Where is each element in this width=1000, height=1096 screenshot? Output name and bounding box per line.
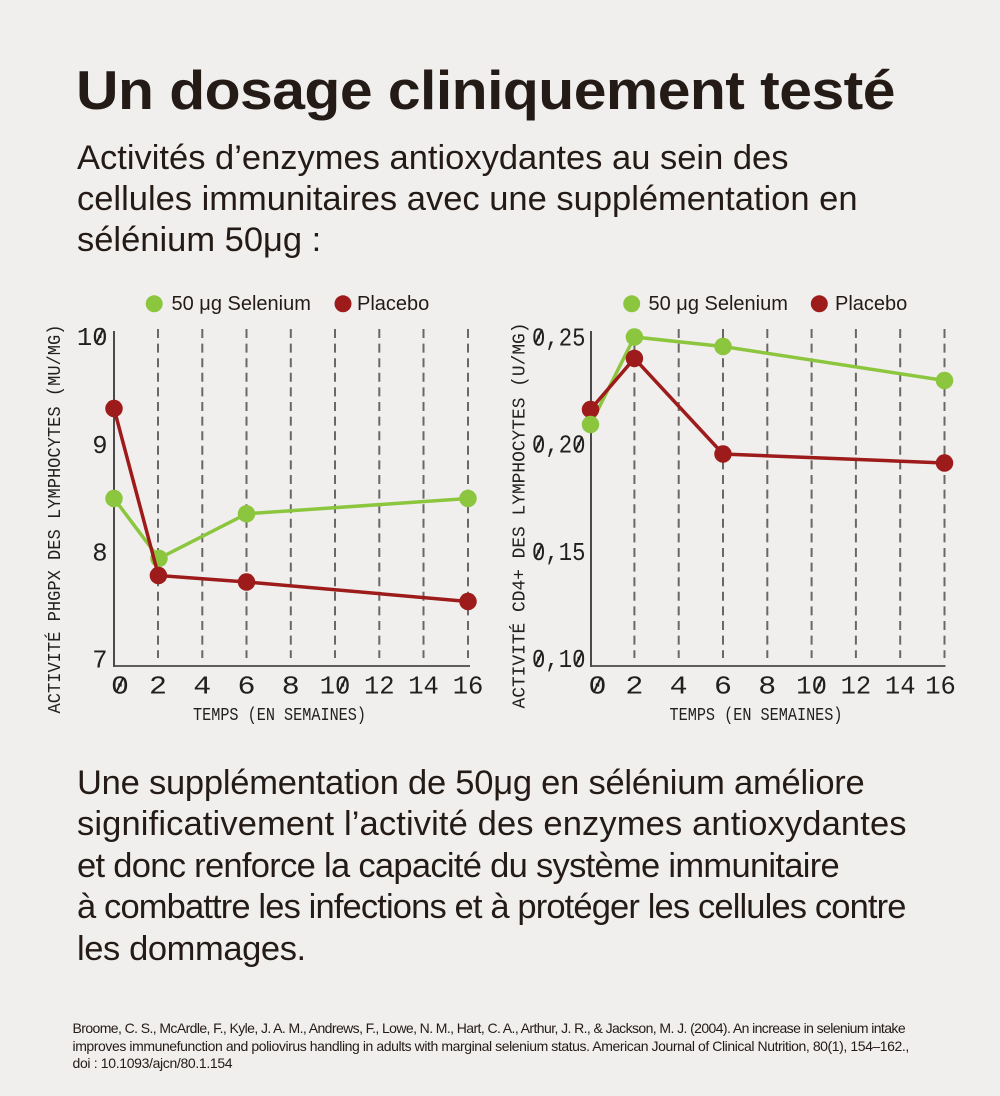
svg-text:0,25: 0,25	[532, 324, 586, 353]
svg-text:12: 12	[841, 672, 872, 701]
svg-text:Placebo: Placebo	[357, 293, 429, 315]
svg-text:50 μg Selenium: 50 μg Selenium	[649, 293, 788, 315]
svg-text:ACTIVITÉ CD4+ DES LYMPHOCYTES: ACTIVITÉ CD4+ DES LYMPHOCYTES (U/MG)	[509, 323, 531, 709]
svg-text:0,10: 0,10	[532, 646, 586, 675]
svg-text:2: 2	[149, 672, 167, 701]
svg-text:6: 6	[238, 672, 256, 701]
svg-text:10: 10	[77, 324, 108, 353]
svg-text:10: 10	[320, 672, 351, 701]
svg-text:16: 16	[453, 672, 484, 701]
svg-text:TEMPS (EN SEMAINES): TEMPS (EN SEMAINES)	[193, 706, 366, 726]
svg-text:50 μg Selenium: 50 μg Selenium	[172, 293, 311, 315]
svg-text:8: 8	[92, 539, 107, 568]
svg-text:TEMPS (EN SEMAINES): TEMPS (EN SEMAINES)	[670, 706, 843, 726]
svg-text:8: 8	[282, 672, 300, 701]
svg-text:0: 0	[589, 672, 607, 701]
svg-text:8: 8	[758, 672, 776, 701]
svg-text:ACTIVITÉ PHGPX DES LYMPHOCYTES: ACTIVITÉ PHGPX DES LYMPHOCYTES (MU/MG)	[44, 325, 66, 714]
svg-text:12: 12	[364, 672, 395, 701]
svg-text:9: 9	[92, 432, 107, 461]
svg-text:14: 14	[885, 672, 916, 701]
svg-text:14: 14	[408, 672, 439, 701]
svg-text:4: 4	[193, 672, 211, 701]
svg-text:0: 0	[111, 672, 129, 701]
svg-text:16: 16	[925, 672, 956, 701]
svg-text:Placebo: Placebo	[835, 293, 907, 315]
svg-text:0,15: 0,15	[532, 539, 586, 568]
svg-text:4: 4	[670, 672, 688, 701]
svg-text:10: 10	[796, 672, 827, 701]
svg-text:2: 2	[625, 672, 643, 701]
svg-text:0,20: 0,20	[532, 432, 586, 461]
svg-text:6: 6	[714, 672, 732, 701]
svg-text:7: 7	[92, 647, 107, 676]
